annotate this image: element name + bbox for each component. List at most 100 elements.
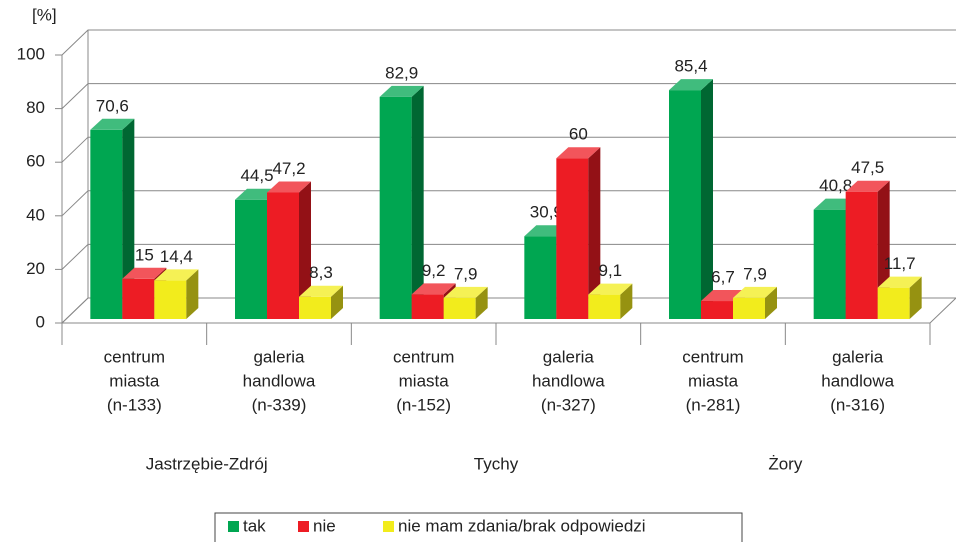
grid-line — [61, 29, 956, 56]
bar — [90, 118, 135, 320]
bar-top — [877, 276, 922, 288]
legend-swatch — [298, 521, 309, 532]
legend-swatch — [228, 521, 239, 532]
value-label: 7,9 — [743, 264, 767, 283]
group-label: Jastrzębie-Zdrój — [146, 454, 268, 473]
value-label: 9,2 — [422, 261, 446, 280]
bar — [267, 181, 311, 319]
y-tick-label: 20 — [26, 259, 45, 278]
bar-top — [379, 85, 424, 97]
bar-side — [588, 147, 601, 319]
legend-label: tak — [243, 516, 266, 535]
bar-front — [588, 294, 621, 319]
bar-front — [299, 296, 331, 319]
x-tick-label: (n-316) — [830, 395, 885, 414]
x-tick-label: handlowa — [821, 371, 894, 390]
y-axis-label: [%] — [32, 5, 57, 24]
value-label: 15 — [135, 245, 154, 264]
x-tick-label: centrum — [393, 347, 454, 366]
grid-line — [61, 136, 956, 163]
x-tick-label: miasta — [399, 371, 450, 390]
x-tick-label: galeria — [543, 347, 595, 366]
bar-front — [813, 209, 846, 319]
bar-front — [267, 192, 299, 319]
x-tick-label: miasta — [688, 371, 739, 390]
bar-top — [443, 286, 488, 298]
bar-front — [443, 297, 476, 319]
value-label: 47,2 — [272, 159, 305, 178]
bar-top — [733, 286, 777, 298]
bar-top — [154, 269, 199, 281]
bar-top — [122, 267, 167, 279]
bar — [443, 286, 488, 319]
bar-front — [90, 129, 123, 319]
bar-top — [845, 180, 890, 192]
bar-top — [299, 285, 343, 297]
y-tick-label: 0 — [36, 312, 45, 331]
value-label: 47,5 — [851, 158, 884, 177]
value-label: 14,4 — [160, 247, 193, 266]
x-tick-label: (n-152) — [396, 395, 451, 414]
value-label: 82,9 — [385, 63, 418, 82]
bar-front — [379, 96, 412, 319]
bar-side — [122, 118, 135, 320]
bar-side — [701, 79, 713, 320]
x-tick-label: centrum — [104, 347, 165, 366]
bar — [154, 269, 199, 319]
value-label: 44,5 — [240, 166, 273, 185]
x-tick-label: galeria — [253, 347, 305, 366]
value-label: 40,8 — [819, 176, 852, 195]
bar — [556, 147, 601, 319]
bar-top — [267, 181, 311, 193]
x-tick-label: handlowa — [243, 371, 316, 390]
legend-label: nie mam zdania/brak odpowiedzi — [398, 516, 646, 535]
bar-front — [669, 90, 701, 320]
x-tick-label: (n-133) — [107, 395, 162, 414]
value-label: 60 — [569, 125, 588, 144]
bar — [379, 85, 424, 319]
legend-label: nie — [313, 516, 336, 535]
bar-side — [620, 283, 633, 319]
group-label: Żory — [768, 454, 803, 473]
y-tick-label: 60 — [26, 152, 45, 171]
bar-front — [877, 287, 910, 319]
bar-top — [556, 147, 601, 159]
x-tick-label: handlowa — [532, 371, 605, 390]
bar-side — [475, 286, 488, 319]
x-tick-label: centrum — [682, 347, 743, 366]
value-label: 8,3 — [309, 263, 333, 282]
bar-front — [411, 294, 444, 319]
bar — [588, 283, 633, 319]
x-tick-label: (n-281) — [686, 395, 741, 414]
value-label: 7,9 — [454, 264, 478, 283]
bar-top — [669, 79, 713, 91]
bar-side — [765, 286, 777, 319]
x-tick-label: miasta — [109, 371, 160, 390]
bar-side — [331, 285, 343, 319]
bar-side — [299, 181, 311, 319]
bar-top — [90, 118, 135, 130]
value-label: 11,7 — [884, 254, 916, 273]
bar-front — [524, 236, 557, 319]
bar-front — [122, 278, 155, 319]
bar — [733, 286, 777, 319]
group-label: Tychy — [474, 454, 519, 473]
bar-side — [186, 269, 199, 319]
bar-front — [235, 199, 267, 319]
bar-top — [411, 283, 456, 295]
bar-front — [845, 191, 878, 319]
bar-side — [909, 276, 922, 319]
legend-swatch — [383, 521, 394, 532]
bar-side — [411, 85, 424, 319]
value-label: 30,9 — [530, 203, 563, 222]
bar-front — [733, 297, 765, 319]
value-label: 9,1 — [599, 261, 623, 280]
y-tick-label: 80 — [26, 98, 45, 117]
y-tick-label: 40 — [26, 205, 45, 224]
bar — [299, 285, 343, 319]
bar — [669, 79, 713, 320]
bar-front — [556, 158, 589, 319]
grid-line — [61, 190, 956, 217]
bar — [877, 276, 922, 319]
